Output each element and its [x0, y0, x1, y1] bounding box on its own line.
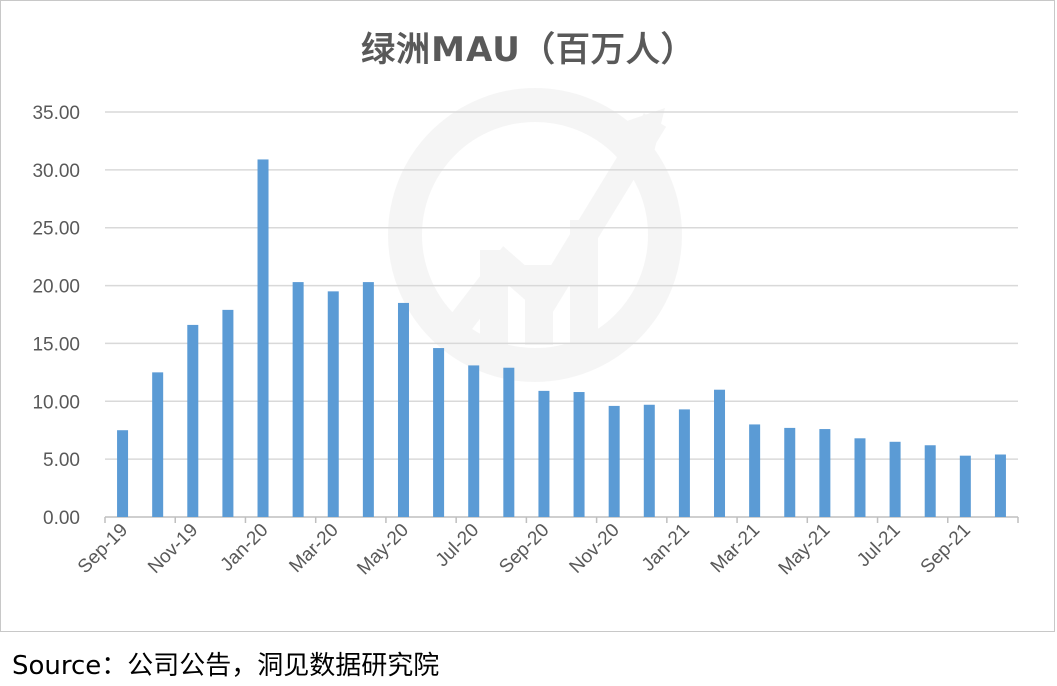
x-tick-label: Jul-20 [432, 520, 483, 571]
bar [889, 441, 901, 517]
y-tick-label: 15.00 [32, 334, 80, 355]
bar [608, 405, 620, 517]
bars [117, 159, 1006, 517]
bar [187, 324, 199, 517]
bar [257, 159, 269, 517]
x-axis: Sep-19 Nov-19 Jan-20 Mar-20 May-20 Jul-20 Sep-… [74, 517, 1019, 580]
chart-plot: 0.00 5.00 10.00 15.00 20.00 25.00 30.00 35.00 S… [32, 88, 1019, 580]
x-tick-label: Mar-21 [707, 520, 764, 577]
bar [503, 367, 515, 517]
bar [573, 392, 585, 517]
bar [643, 404, 655, 517]
bar [152, 372, 164, 517]
bar [397, 302, 409, 517]
x-tick-label: Nov-20 [566, 520, 624, 578]
bar [468, 365, 480, 517]
x-tick-label: Sep-19 [74, 520, 132, 578]
bar [819, 429, 831, 517]
x-tick-label: May-21 [775, 520, 835, 580]
grid-lines [105, 111, 1018, 518]
bar [714, 389, 726, 517]
y-tick-label: 20.00 [32, 277, 80, 298]
y-tick-label: 25.00 [32, 219, 80, 240]
x-tick-label: Mar-20 [285, 520, 342, 577]
bar [292, 282, 304, 517]
bar [117, 430, 129, 517]
bar [327, 291, 339, 517]
watermark-logo [388, 88, 682, 382]
x-tick-label: Nov-19 [144, 520, 202, 578]
bar [959, 455, 971, 517]
x-tick-label: Jan-20 [217, 520, 273, 576]
bar [994, 454, 1006, 517]
bar [538, 390, 550, 517]
source-note: Source：公司公告，洞见数据研究院 [12, 651, 440, 681]
x-tick-label: Sep-20 [495, 520, 553, 578]
bar [433, 348, 445, 517]
bar [854, 438, 866, 517]
x-tick-label: Jan-21 [638, 520, 694, 576]
y-tick-label: 10.00 [32, 392, 80, 413]
x-tick-label: Jul-21 [853, 520, 904, 571]
chart-title: 绿洲MAU（百万人） [361, 30, 696, 70]
bar [749, 424, 761, 517]
y-tick-label: 35.00 [32, 103, 80, 124]
x-tick-label: Sep-21 [917, 520, 975, 578]
y-tick-label: 0.00 [43, 508, 80, 529]
bar [924, 445, 936, 517]
y-axis: 0.00 5.00 10.00 15.00 20.00 25.00 30.00 35.00 [32, 103, 80, 529]
bar [678, 409, 690, 517]
y-tick-label: 30.00 [32, 161, 80, 182]
x-tick-label: May-20 [353, 520, 413, 580]
chart-frame [0, 0, 1055, 632]
bar [222, 309, 234, 517]
bar [784, 427, 796, 517]
bar [362, 282, 374, 517]
y-tick-label: 5.00 [43, 450, 80, 471]
